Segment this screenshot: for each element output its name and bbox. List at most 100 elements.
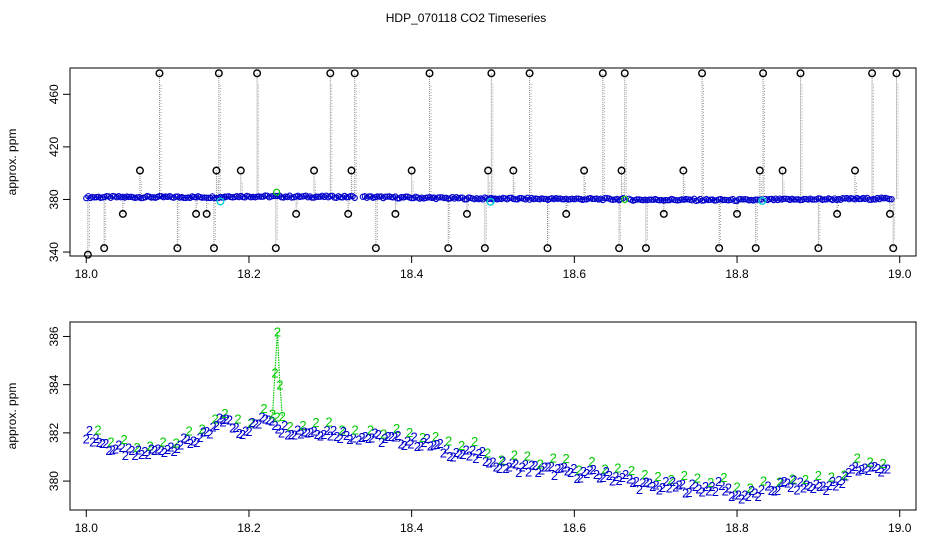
co2-point-label-flag: 2 [380,426,387,441]
co2-point-label-flag: 2 [707,475,714,490]
co2-point-label: 2 [187,436,194,451]
spike-point [155,69,164,78]
spike-point [371,244,380,253]
co2-point-label: 2 [689,477,696,492]
co2-point-label: 2 [835,473,842,488]
x-tick-label: 18.6 [563,521,587,535]
y-tick-label: 420 [47,137,61,157]
co2-point-label: 2 [456,446,463,461]
co2-point-label: 2 [414,439,421,454]
co2-point-label-flag: 2 [802,472,809,487]
y-tick-label: 340 [47,242,61,262]
co2-point-label-flag: 2 [234,412,241,427]
co2-point [633,196,641,203]
co2-point-label-flag: 2 [550,451,557,466]
co2-point-label: 2 [135,442,142,457]
spike-point [679,166,688,175]
co2-point [288,194,295,201]
co2-point-label: 2 [226,413,233,428]
co2-point-label: 2 [430,437,437,452]
co2-point-label: 2 [616,473,623,488]
co2-point-label-flag: 2 [367,423,374,438]
co2-point-label: 2 [541,459,548,474]
panel-top: 18.0 18.2 18.4 18.6 18.8 19.0 340 380 420 460 ap… [5,67,917,281]
co2-point [589,195,596,203]
co2-point [203,194,210,201]
co2-point-label: 2 [874,461,881,476]
co2-point-label: 2 [92,431,99,446]
y-tick-label: 380 [47,189,61,209]
co2-point [205,194,212,201]
co2-point-label: 2 [544,460,551,475]
co2-point-label: 2 [699,485,706,500]
spike-point-label: 2 [274,325,281,340]
co2-point-label: 2 [128,443,135,458]
co2-point-label: 2 [842,468,849,483]
co2-point-label-flag: 2 [247,416,254,431]
panel-top-y-axis: 340 380 420 460 [47,84,71,262]
co2-point-label: 2 [861,460,868,475]
co2-point-label-flag: 2 [351,422,358,437]
co2-point-label: 2 [606,468,613,483]
spike-point [892,69,901,78]
co2-point-label: 2 [826,478,833,493]
co2-point-label: 2 [340,424,347,439]
co2-point [308,194,316,201]
co2-point-label: 2 [397,437,404,452]
y-tick-label: 380 [47,471,61,491]
spike-point [796,69,805,78]
co2-point-label: 2 [476,446,483,461]
co2-point-label: 2 [275,421,282,436]
co2-point-label: 2 [174,441,181,456]
co2-point-label: 2 [652,477,659,492]
co2-point-label: 2 [593,467,600,482]
co2-point [723,197,730,204]
co2-point-label-flag: 2 [432,429,439,444]
spike-point [202,209,211,218]
co2-point-label: 2 [446,449,453,464]
co2-point-label: 2 [138,447,145,462]
spike-point [487,69,496,78]
co2-point [91,194,98,201]
spike-point [100,244,109,253]
co2-point [646,196,653,203]
co2-point-label: 2 [164,442,171,457]
panel-bottom-y-label: approx. ppm [5,383,19,450]
spike-point-label: 2 [279,409,286,424]
co2-point-label: 2 [672,480,679,495]
spike-point [698,69,707,78]
co2-point-label: 2 [417,438,424,453]
co2-point-label-flag: 2 [120,432,127,447]
x-tick-label: 18.0 [75,521,99,535]
co2-point [221,193,228,200]
co2-point-label: 2 [881,462,888,477]
co2-point-label: 2 [583,466,590,481]
co2-point-label: 2 [810,481,817,496]
co2-point-label: 2 [708,479,715,494]
co2-point-label: 2 [255,416,262,431]
co2-point-label: 2 [437,436,444,451]
co2-point-label: 2 [629,475,636,490]
co2-point-label: 2 [852,459,859,474]
spike-point [543,244,552,253]
co2-point-label: 2 [320,427,327,442]
co2-point-label: 2 [692,479,699,494]
co2-point-label-flag: 2 [173,435,180,450]
co2-point-label: 2 [323,423,330,438]
spike-point [525,69,534,78]
co2-point-label-flag: 2 [445,433,452,448]
co2-point [796,196,804,204]
co2-point-label: 2 [679,476,686,491]
co2-point [662,196,669,204]
co2-point-label: 2 [816,479,823,494]
co2-point-label-flag: 2 [614,461,621,476]
co2-point-label: 2 [200,425,207,440]
co2-point-label: 2 [758,482,765,497]
co2-point-label: 2 [858,462,865,477]
co2-point-label: 2 [148,442,155,457]
co2-point-label: 2 [735,488,742,503]
co2-point-label-flag: 2 [537,457,544,472]
co2-point-label: 2 [213,418,220,433]
co2-point-label: 2 [489,455,496,470]
panel-top-y-label: approx. ppm [5,129,19,196]
